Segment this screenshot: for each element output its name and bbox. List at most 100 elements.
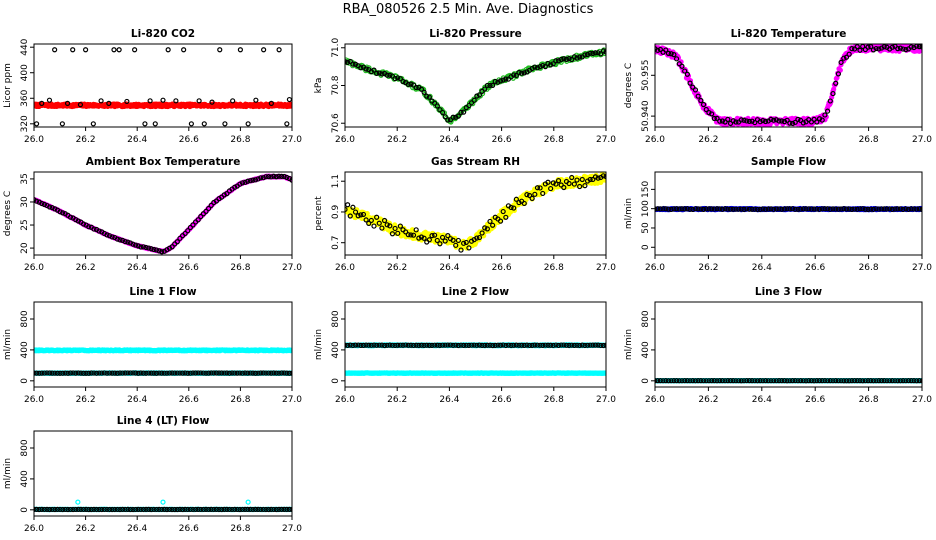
- data-point: [86, 370, 92, 376]
- data-point: [360, 342, 367, 348]
- data-point: [532, 64, 538, 70]
- data-point: [725, 206, 731, 212]
- data-point: [725, 116, 731, 122]
- data-point: [676, 206, 682, 212]
- data-point: [738, 206, 744, 212]
- data-point: [474, 93, 480, 99]
- chart-title: Li-820 Temperature: [731, 28, 847, 40]
- data-point: [376, 220, 382, 226]
- data-point: [109, 370, 115, 376]
- data-point: [434, 342, 440, 348]
- plot-area: [655, 377, 922, 384]
- data-point: [838, 59, 844, 65]
- data-point: [432, 232, 438, 238]
- data-point: [513, 196, 519, 202]
- x-tick-label: 26.0: [645, 263, 665, 273]
- data-point: [461, 342, 467, 348]
- data-point: [387, 223, 393, 229]
- data-point: [187, 370, 193, 376]
- data-point: [587, 342, 593, 348]
- data-point: [169, 244, 175, 250]
- data-point: [548, 62, 554, 68]
- y-tick-label: 440: [20, 38, 30, 55]
- data-point: [345, 58, 348, 65]
- plot-frame: [654, 171, 923, 256]
- data-point: [151, 246, 157, 253]
- data-point: [592, 342, 599, 348]
- data-point: [143, 244, 149, 251]
- data-point: [230, 98, 236, 104]
- data-point: [500, 342, 506, 348]
- data-point: [140, 244, 147, 250]
- data-point: [46, 97, 53, 103]
- data-point: [603, 173, 606, 180]
- data-point: [911, 206, 917, 212]
- data-point: [736, 206, 742, 212]
- data-point: [752, 206, 758, 212]
- data-point: [91, 226, 97, 232]
- data-point: [671, 52, 677, 58]
- data-point: [57, 209, 63, 215]
- data-point: [463, 342, 469, 348]
- data-point: [135, 243, 141, 249]
- data-point: [455, 342, 461, 349]
- data-point: [355, 213, 361, 219]
- data-point: [132, 47, 138, 53]
- data-point: [190, 222, 196, 228]
- data-point: [592, 174, 599, 180]
- data-point: [413, 84, 419, 91]
- data-point: [529, 342, 535, 348]
- data-point: [91, 370, 97, 376]
- data-point: [873, 206, 879, 212]
- y-tick-label: 800: [20, 310, 30, 327]
- data-point: [209, 99, 215, 105]
- data-point: [916, 44, 922, 50]
- x-tick-label: 26.2: [387, 263, 407, 273]
- data-point: [260, 175, 266, 181]
- data-point: [224, 370, 230, 376]
- data-point: [65, 370, 71, 376]
- data-point: [49, 205, 55, 211]
- data-point: [733, 206, 739, 212]
- data-point: [208, 370, 214, 376]
- data-point: [849, 206, 855, 213]
- data-point: [584, 342, 591, 348]
- data-point: [352, 342, 359, 348]
- data-point: [484, 82, 490, 89]
- data-point: [851, 206, 858, 212]
- x-tick-label: 26.8: [859, 263, 879, 273]
- data-point: [447, 117, 454, 123]
- data-point: [160, 97, 166, 103]
- data-point: [587, 50, 593, 56]
- data-point: [192, 370, 199, 376]
- data-point: [49, 370, 55, 376]
- data-point: [255, 176, 261, 182]
- y-tick-label: 400: [331, 341, 341, 358]
- data-point: [410, 232, 417, 238]
- y-tick-label: 0: [331, 378, 341, 384]
- data-point: [482, 225, 488, 231]
- data-point: [529, 195, 535, 202]
- data-point: [250, 177, 256, 183]
- data-point: [503, 342, 509, 349]
- x-tick-label: 26.8: [544, 263, 564, 273]
- data-point: [542, 342, 548, 348]
- data-point: [768, 116, 774, 123]
- data-point: [787, 120, 793, 126]
- data-point: [34, 121, 40, 127]
- data-point: [226, 370, 233, 376]
- data-point: [811, 116, 817, 122]
- data-point: [242, 370, 248, 376]
- data-point: [234, 370, 240, 376]
- data-point: [690, 206, 696, 213]
- data-point: [77, 102, 84, 108]
- data-point: [587, 176, 593, 183]
- chart-title: Line 1 Flow: [129, 286, 196, 298]
- data-point: [663, 47, 669, 53]
- data-point: [387, 72, 393, 78]
- data-point: [569, 174, 575, 181]
- data-point: [835, 206, 841, 212]
- x-tick-label: 26.0: [335, 395, 355, 405]
